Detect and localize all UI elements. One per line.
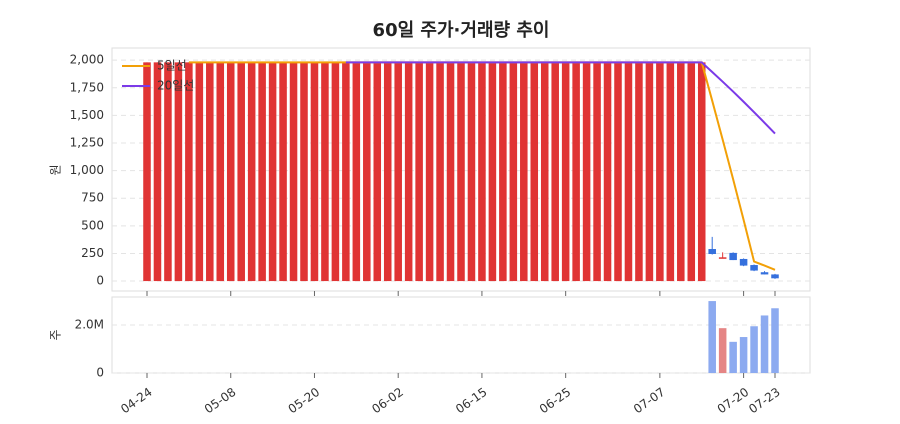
candle-body — [373, 62, 382, 282]
volume-tick-label: 0 — [96, 366, 104, 380]
candle-body — [279, 62, 287, 282]
candle-body — [603, 62, 612, 282]
candle-body — [614, 62, 622, 282]
candle-body — [258, 62, 266, 282]
x-tick-label: 04-24 — [118, 385, 155, 416]
candle-body — [582, 62, 591, 282]
candle-body — [593, 62, 601, 282]
candle-body — [404, 62, 413, 282]
candle-body — [750, 265, 758, 271]
candle-body — [321, 62, 329, 282]
candle-body — [206, 62, 214, 282]
candle-body — [342, 62, 350, 282]
x-tick-label: 07-20 — [715, 385, 752, 416]
volume-bar — [760, 315, 769, 373]
candle-body — [467, 62, 476, 282]
ma-line — [345, 61, 776, 135]
candle-body — [300, 62, 308, 282]
y-tick-label: 0 — [96, 274, 104, 288]
x-tick-label: 06-02 — [369, 385, 406, 416]
candle-body — [635, 62, 643, 282]
volume-bar — [739, 337, 748, 373]
candle-body — [771, 274, 779, 279]
candle-body — [561, 62, 570, 282]
candle-body — [174, 62, 183, 282]
candle-body — [760, 272, 769, 275]
candle-body — [268, 62, 277, 282]
y-tick-label: 750 — [81, 191, 104, 205]
y-axis-label: 원 — [49, 164, 63, 175]
volume-tick-label: 2.0M — [75, 318, 104, 332]
candle-body — [331, 62, 340, 282]
candle-body — [729, 252, 737, 261]
candle-body — [352, 62, 361, 282]
candle-body — [457, 62, 465, 282]
legend-label: 20일선 — [157, 79, 194, 93]
candle-body — [540, 62, 549, 282]
price-panel — [111, 47, 811, 292]
candle-body — [153, 62, 162, 282]
candle-body — [289, 62, 298, 282]
legend-label: 5일선 — [157, 59, 187, 73]
y-tick-label: 2,000 — [70, 53, 104, 67]
candle-body — [656, 62, 664, 282]
candle-body — [195, 62, 204, 282]
y-tick-label: 1,500 — [70, 108, 104, 122]
y-tick-label: 1,250 — [70, 135, 104, 149]
y-tick-label: 500 — [81, 218, 104, 232]
candle-body — [247, 62, 256, 282]
candle-body — [520, 62, 528, 282]
candle-body — [143, 62, 151, 282]
candle-body — [436, 62, 444, 282]
x-tick-label: 05-08 — [202, 385, 239, 416]
volume-panel — [111, 296, 811, 374]
candle-body — [677, 62, 685, 282]
x-tick-label: 07-23 — [746, 385, 783, 416]
candle-body — [572, 62, 580, 282]
candle-body — [237, 62, 245, 282]
volume-bar — [729, 341, 737, 373]
candle-body — [551, 62, 559, 282]
candle-body — [446, 62, 455, 282]
candle-body — [509, 62, 518, 282]
candle-body — [645, 62, 654, 282]
y-tick-label: 1,000 — [70, 163, 104, 177]
y-tick-label: 250 — [81, 246, 104, 260]
candle-body — [478, 62, 486, 282]
candle-body — [718, 257, 727, 259]
candle-body — [425, 62, 434, 282]
candle-body — [739, 258, 748, 266]
candle-body — [708, 249, 716, 254]
candle-body — [363, 62, 371, 282]
volume-bar — [750, 326, 758, 373]
volume-axis-label: 주 — [49, 329, 63, 340]
candle-body — [383, 62, 392, 282]
candle-body — [185, 62, 193, 282]
x-tick-label: 06-25 — [537, 385, 574, 416]
x-tick-label: 07-07 — [631, 385, 668, 416]
candle-body — [310, 62, 319, 282]
candle-body — [394, 62, 402, 282]
volume-bar — [771, 308, 779, 373]
candle-body — [666, 62, 675, 282]
candle-body — [530, 62, 539, 282]
candle-body — [697, 62, 706, 282]
x-tick-label: 05-20 — [286, 385, 323, 416]
candle-body — [687, 62, 696, 282]
candle-body — [499, 62, 507, 282]
candle-body — [488, 62, 497, 282]
candle-body — [226, 62, 235, 282]
y-tick-label: 1,750 — [70, 80, 104, 94]
candle-body — [624, 62, 633, 282]
volume-bar — [708, 301, 716, 373]
candle-body — [415, 62, 423, 282]
volume-bar — [718, 328, 727, 373]
candle-body — [164, 62, 172, 282]
x-tick-label: 06-15 — [453, 385, 490, 416]
chart-title: 60일 주가·거래량 추이 — [373, 20, 550, 41]
candle-body — [216, 62, 225, 282]
